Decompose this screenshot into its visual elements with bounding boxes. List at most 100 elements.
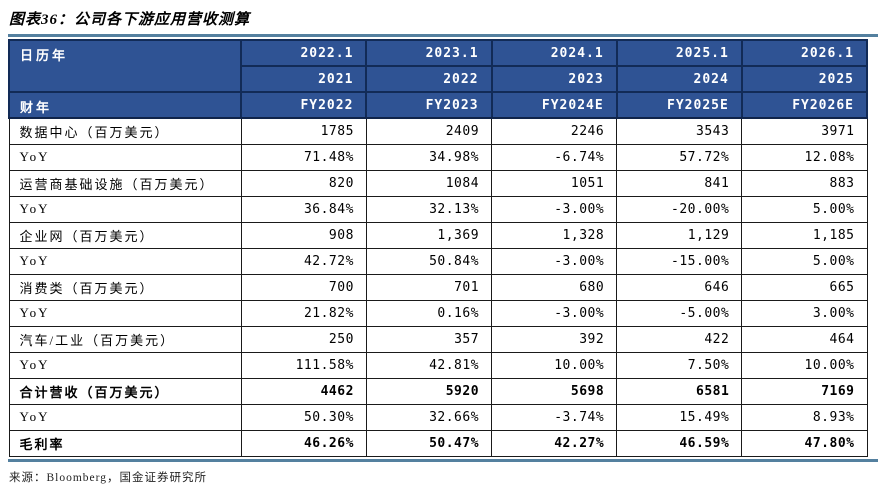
value-cell: 7169	[741, 377, 868, 405]
value-cell: 32.13%	[365, 195, 493, 223]
value-cell: 42.81%	[365, 351, 493, 379]
value-cell: 34.98%	[365, 143, 493, 171]
revenue-table-wrapper: 日历年 2022.1 2023.1 2024.1 2025.1 2026.1 2…	[7, 34, 878, 462]
value-cell: 12.08%	[741, 143, 868, 171]
revenue-forecast-table: 日历年 2022.1 2023.1 2024.1 2025.1 2026.1 2…	[7, 39, 869, 457]
table-row: YoY 71.48% 34.98% -6.74% 57.72% 12.08%	[8, 143, 868, 171]
value-cell: 32.66%	[365, 403, 493, 431]
value-cell: -3.74%	[491, 403, 618, 431]
value-cell: 1084	[365, 169, 493, 197]
value-cell: 2246	[491, 117, 618, 145]
row-label: YoY	[8, 195, 242, 223]
value-cell: 250	[240, 325, 367, 353]
header-cell: 2023.1	[365, 39, 493, 67]
row-label: 运营商基础设施（百万美元）	[8, 169, 242, 197]
source-note: 来源：Bloomberg，国金证券研究所	[9, 471, 208, 484]
value-cell: 50.84%	[365, 247, 493, 275]
header-cell: 2024.1	[490, 39, 618, 67]
table-row: YoY 42.72% 50.84% -3.00% -15.00% 5.00%	[8, 247, 868, 275]
calendar-year-label: 日历年	[7, 39, 243, 93]
value-cell: 47.80%	[741, 429, 868, 457]
value-cell: 57.72%	[616, 143, 743, 171]
value-cell: 422	[616, 325, 743, 353]
row-label: 汽车/工业（百万美元）	[8, 325, 242, 353]
header-cell: 2025.1	[615, 39, 743, 67]
header-cell: FY2025E	[615, 91, 743, 119]
table-row: YoY 50.30% 32.66% -3.74% 15.49% 8.93%	[8, 403, 868, 431]
value-cell: 4462	[240, 377, 367, 405]
table-row: YoY 36.84% 32.13% -3.00% -20.00% 5.00%	[8, 195, 868, 223]
value-cell: 42.72%	[240, 247, 367, 275]
table-row: 数据中心（百万美元） 1785 2409 2246 3543 3971	[8, 117, 868, 145]
row-label: YoY	[8, 403, 242, 431]
value-cell: 464	[741, 325, 868, 353]
value-cell: 357	[365, 325, 493, 353]
value-cell: 1051	[491, 169, 618, 197]
value-cell: -15.00%	[616, 247, 743, 275]
value-cell: 5.00%	[741, 195, 868, 223]
table-row: YoY 21.82% 0.16% -3.00% -5.00% 3.00%	[8, 299, 868, 327]
table-header: 日历年 2022.1 2023.1 2024.1 2025.1 2026.1 2…	[7, 39, 869, 119]
value-cell: 3971	[741, 117, 868, 145]
table-row: 消费类（百万美元） 700 701 680 646 665	[8, 273, 868, 301]
value-cell: 6581	[616, 377, 743, 405]
value-cell: 883	[741, 169, 868, 197]
table-body: 数据中心（百万美元） 1785 2409 2246 3543 3971 YoY 71.48% 3…	[8, 117, 868, 457]
value-cell: 15.49%	[616, 403, 743, 431]
value-cell: 5.00%	[741, 247, 868, 275]
row-label: YoY	[8, 351, 242, 379]
row-label: YoY	[8, 299, 242, 327]
value-cell: 46.26%	[240, 429, 367, 457]
value-cell: -5.00%	[616, 299, 743, 327]
value-cell: 700	[240, 273, 367, 301]
value-cell: 46.59%	[616, 429, 743, 457]
value-cell: 8.93%	[741, 403, 868, 431]
value-cell: 3543	[616, 117, 743, 145]
value-cell: 0.16%	[365, 299, 493, 327]
value-cell: 1,369	[365, 221, 493, 249]
value-cell: 680	[491, 273, 618, 301]
value-cell: -3.00%	[491, 299, 618, 327]
value-cell: 3.00%	[741, 299, 868, 327]
table-row: 毛利率 46.26% 50.47% 42.27% 46.59% 47.80%	[8, 429, 868, 457]
value-cell: -3.00%	[491, 195, 618, 223]
value-cell: 10.00%	[741, 351, 868, 379]
value-cell: -3.00%	[491, 247, 618, 275]
calendar-month-row: 日历年 2022.1 2023.1 2024.1 2025.1 2026.1	[7, 39, 869, 93]
value-cell: 1,129	[616, 221, 743, 249]
table-row: 汽车/工业（百万美元） 250 357 392 422 464	[8, 325, 868, 353]
value-cell: 111.58%	[240, 351, 367, 379]
header-cell: FY2022	[240, 91, 368, 119]
table-row: 企业网（百万美元） 908 1,369 1,328 1,129 1,185	[8, 221, 868, 249]
header-cell: 2022.1	[240, 39, 368, 67]
value-cell: 42.27%	[491, 429, 618, 457]
row-label: 合计营收（百万美元）	[8, 377, 242, 405]
header-cell: FY2023	[365, 91, 493, 119]
value-cell: 841	[616, 169, 743, 197]
fiscal-year-row: 财年 FY2022 FY2023 FY2024E FY2025E FY2026E	[7, 91, 869, 119]
row-label: 毛利率	[8, 429, 242, 457]
value-cell: 2409	[365, 117, 493, 145]
figure-title: 图表36：公司各下游应用营收测算	[9, 12, 251, 28]
value-cell: 5920	[365, 377, 493, 405]
value-cell: 71.48%	[240, 143, 367, 171]
value-cell: 665	[741, 273, 868, 301]
value-cell: 1,328	[491, 221, 618, 249]
value-cell: 646	[616, 273, 743, 301]
value-cell: 820	[240, 169, 367, 197]
value-cell: 7.50%	[616, 351, 743, 379]
table-row: YoY 111.58% 42.81% 10.00% 7.50% 10.00%	[8, 351, 868, 379]
header-cell: 2024	[615, 65, 743, 93]
row-label: YoY	[8, 143, 242, 171]
value-cell: 50.30%	[240, 403, 367, 431]
value-cell: -20.00%	[616, 195, 743, 223]
value-cell: 36.84%	[240, 195, 367, 223]
row-label: 企业网（百万美元）	[8, 221, 242, 249]
value-cell: 908	[240, 221, 367, 249]
value-cell: 50.47%	[365, 429, 493, 457]
header-cell: 2022	[365, 65, 493, 93]
header-cell: FY2026E	[740, 91, 869, 119]
header-cell: 2021	[240, 65, 368, 93]
header-cell: FY2024E	[490, 91, 618, 119]
